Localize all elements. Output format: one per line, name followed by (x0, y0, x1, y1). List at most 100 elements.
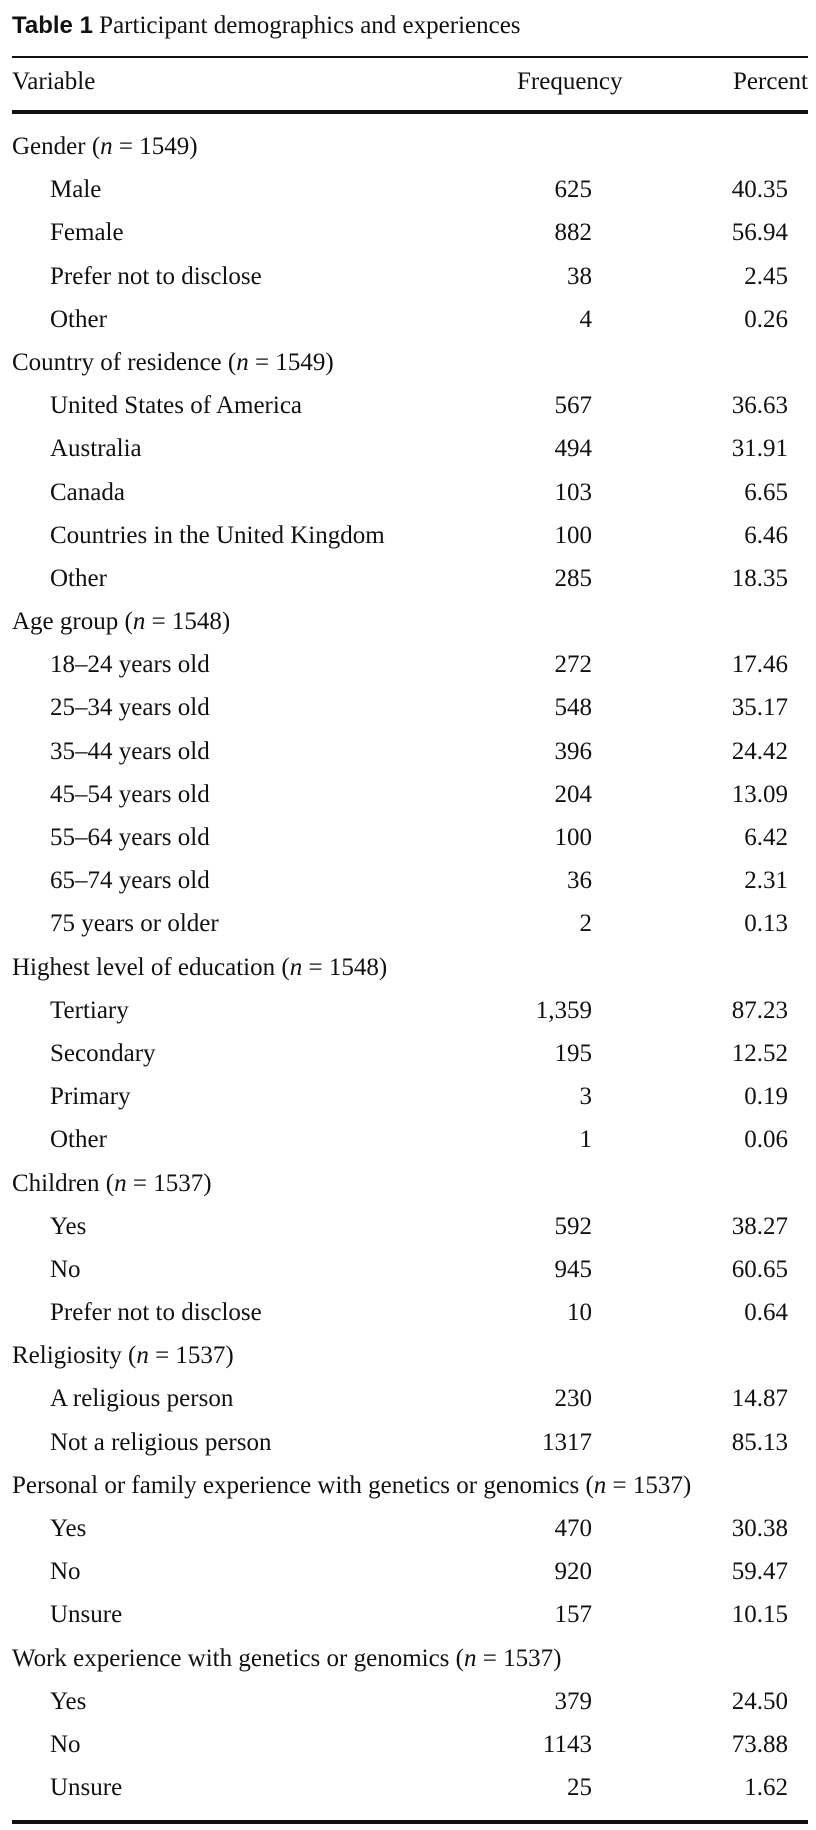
group-name: Highest level of education (12, 953, 276, 981)
table-row: Countries in the United Kingdom 100 6.46 (12, 514, 808, 557)
row-label: 65–74 years old (50, 867, 210, 895)
table-row: Male 625 40.35 (12, 168, 808, 211)
percent-cell: 87.23 (731, 996, 788, 1024)
group-name: Personal or family experience with genet… (12, 1471, 580, 1499)
percent-cell: 60.65 (731, 1255, 788, 1283)
group-name: Children (12, 1169, 100, 1197)
percent-cell: 2.45 (744, 262, 788, 290)
table-row: 25–34 years old 548 35.17 (12, 686, 808, 729)
percent-cell: 2.31 (744, 867, 788, 895)
frequency-cell: 230 (554, 1385, 593, 1413)
row-label: Secondary (50, 1039, 156, 1067)
percent-cell: 0.13 (744, 910, 788, 938)
n-symbol: n (593, 1471, 607, 1499)
row-label: Unsure (50, 1774, 123, 1802)
frequency-cell: 1,359 (535, 996, 592, 1024)
percent-cell: 85.13 (731, 1428, 788, 1456)
group-label: Highest level of education (n = 1548) (12, 953, 388, 981)
group-n-value: 1537 (632, 1471, 683, 1499)
frequency-cell: 592 (554, 1212, 593, 1240)
table-group-row: Highest level of education (n = 1548) (12, 946, 808, 989)
frequency-cell: 1143 (542, 1730, 592, 1758)
group-n-value: 1548 (328, 953, 379, 981)
frequency-cell: 10 (567, 1299, 592, 1327)
group-label: Age group (n = 1548) (12, 608, 231, 636)
percent-cell: 40.35 (731, 176, 788, 204)
row-label: Prefer not to disclose (50, 262, 262, 290)
table-row: Primary 3 0.19 (12, 1075, 808, 1118)
group-label: Religiosity (n = 1537) (12, 1342, 234, 1370)
frequency-cell: 2 (579, 910, 593, 938)
percent-cell: 24.50 (731, 1687, 788, 1715)
table-row: 35–44 years old 396 24.42 (12, 730, 808, 773)
n-symbol: n (100, 133, 113, 160)
percent-cell: 0.19 (744, 1083, 788, 1111)
group-label: Work experience with genetics or genomic… (12, 1644, 562, 1672)
frequency-cell: 204 (554, 780, 593, 808)
table-group-row: Children (n = 1537) (12, 1162, 808, 1205)
table-row: No 920 59.47 (12, 1550, 808, 1593)
frequency-cell: 548 (554, 694, 593, 722)
row-label: No (50, 1255, 81, 1283)
percent-cell: 0.06 (744, 1126, 788, 1154)
row-label: Not a religious person (50, 1428, 272, 1456)
row-label: Other (50, 305, 107, 333)
percent-cell: 38.27 (731, 1212, 788, 1240)
table-caption: Table 1 Participant demographics and exp… (12, 8, 521, 44)
frequency-cell: 470 (554, 1515, 593, 1542)
percent-cell: 0.64 (744, 1299, 788, 1327)
group-n-value: 1537 (175, 1342, 226, 1370)
row-label: Female (50, 219, 124, 247)
row-label: No (50, 1558, 81, 1586)
table-row: Yes 379 24.50 (12, 1680, 808, 1723)
percent-cell: 14.87 (731, 1385, 788, 1413)
percent-cell: 17.46 (731, 651, 788, 679)
percent-cell: 0.26 (744, 305, 788, 333)
frequency-cell: 379 (554, 1687, 593, 1715)
table-row: Unsure 157 10.15 (12, 1593, 808, 1636)
table-row: 65–74 years old 36 2.31 (12, 859, 808, 902)
percent-cell: 31.91 (731, 435, 788, 463)
row-label: Primary (50, 1083, 131, 1111)
table-header: Variable Frequency Percent (12, 62, 808, 102)
row-label: Prefer not to disclose (50, 1299, 262, 1327)
frequency-cell: 920 (554, 1558, 593, 1586)
group-name: Religiosity (12, 1342, 122, 1370)
group-label: Children (n = 1537) (12, 1169, 212, 1197)
table-row: No 945 60.65 (12, 1248, 808, 1291)
group-n-value: 1537 (503, 1644, 554, 1672)
table-group-row: Personal or family experience with genet… (12, 1464, 808, 1507)
percent-cell: 6.46 (744, 521, 788, 549)
percent-cell: 30.38 (731, 1515, 788, 1542)
frequency-cell: 100 (554, 824, 593, 851)
row-label: Male (50, 176, 102, 204)
percent-cell: 73.88 (731, 1730, 788, 1758)
frequency-cell: 25 (567, 1774, 592, 1802)
bottom-rule (12, 1820, 808, 1824)
percent-cell: 59.47 (731, 1558, 788, 1586)
row-label: Other (50, 564, 107, 592)
row-label: United States of America (50, 392, 303, 420)
group-name: Gender (12, 133, 86, 160)
table-caption-label: Table 1 (12, 12, 93, 39)
frequency-cell: 396 (554, 737, 593, 765)
table-row: Yes 470 30.38 (12, 1507, 808, 1550)
row-label: Australia (50, 435, 142, 463)
group-label: Gender (n = 1549) (12, 133, 198, 160)
table-group-row: Age group (n = 1548) (12, 600, 808, 643)
table-body: Gender (n = 1549) Male 625 40.35 Female 882 56… (12, 125, 808, 1809)
group-name: Country of residence (12, 348, 222, 376)
table-row: Not a religious person 1317 85.13 (12, 1421, 808, 1464)
frequency-cell: 945 (554, 1255, 593, 1283)
row-label: No (50, 1730, 81, 1758)
n-symbol: n (236, 348, 249, 376)
row-label: Yes (50, 1687, 87, 1715)
n-symbol: n (136, 1342, 149, 1370)
percent-cell: 13.09 (731, 780, 788, 808)
table-row: Secondary 195 12.52 (12, 1032, 808, 1075)
percent-cell: 1.62 (744, 1774, 788, 1802)
frequency-cell: 103 (554, 478, 593, 506)
group-n-value: 1549 (139, 133, 190, 160)
group-label: Personal or family experience with genet… (12, 1471, 692, 1499)
